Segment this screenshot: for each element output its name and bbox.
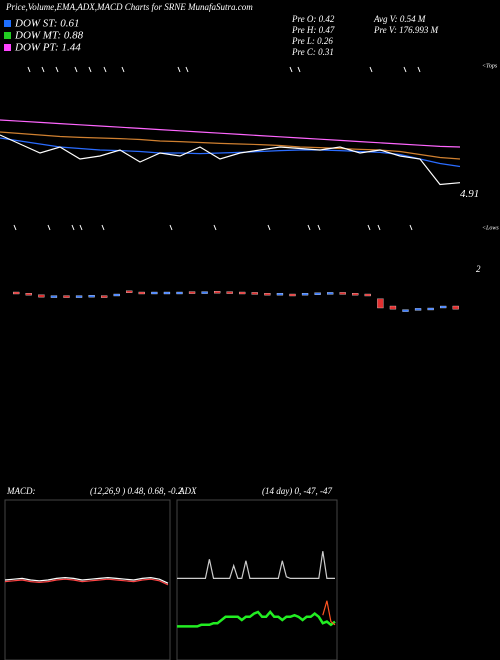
series-line (4, 576, 169, 584)
series-line (0, 137, 461, 168)
low-marker: <Lows (482, 225, 499, 231)
legend-label: DOW ST: 0.61 (14, 18, 79, 30)
series-line (322, 600, 336, 626)
candle-body (226, 291, 233, 294)
panel-subtitle: (14 day) 0, -47, -47 (262, 486, 332, 496)
series-line (0, 131, 461, 160)
y-tick-label: 2 (476, 264, 481, 274)
top-ticks (13, 66, 421, 231)
candle-body (13, 291, 20, 295)
candle-body (414, 308, 422, 311)
candle-body (276, 293, 284, 296)
legend-swatch (4, 20, 11, 27)
candle-body (151, 291, 158, 295)
series-line (177, 610, 336, 628)
candle-body (289, 293, 296, 297)
info: Pre O: 0.42 (291, 14, 335, 24)
panel-title: ADX (178, 486, 197, 496)
info: Pre L: 0.26 (291, 36, 333, 46)
candle-body (113, 293, 120, 297)
candle-body (452, 305, 459, 310)
candle-body (389, 305, 397, 310)
adx-frame (176, 499, 338, 660)
panel-title: MACD: (6, 486, 36, 496)
candle-body (251, 292, 258, 295)
candle-body (301, 293, 309, 296)
candle-body (101, 295, 108, 298)
candle-body (364, 293, 371, 297)
candle-body (239, 291, 246, 295)
candle-body (214, 291, 221, 294)
info: Pre H: 0.47 (291, 25, 335, 35)
candle-body (352, 293, 359, 296)
series-line (177, 551, 335, 579)
candle-body (38, 294, 45, 298)
candle-body (339, 292, 346, 295)
legend-swatch (4, 32, 11, 39)
candle-body (440, 305, 447, 309)
candle-body (264, 293, 271, 296)
candle-body (188, 291, 196, 294)
candle-body (314, 292, 321, 295)
candle-body (176, 291, 183, 295)
candle-body (377, 298, 384, 309)
candle-body (88, 295, 95, 298)
panel-subtitle: (12,26,9 ) 0.48, 0.68, -0.2 (90, 486, 183, 496)
info: Pre C: 0.31 (291, 47, 334, 57)
series-line (4, 578, 169, 586)
candle-body (163, 291, 171, 295)
candle-body (126, 290, 133, 293)
last-price: 4.91 (460, 188, 479, 200)
legend-label: DOW PT: 1.44 (14, 42, 81, 54)
volume-info: Avg V: 0.54 M (373, 14, 426, 24)
candle-body (427, 307, 434, 311)
legend-label: DOW MT: 0.88 (14, 30, 84, 42)
candle-body (75, 295, 83, 298)
top-marker: <Tops (482, 63, 498, 69)
series-line (0, 134, 461, 186)
candle-body (201, 291, 208, 294)
candle-body (138, 291, 145, 295)
volume-info: Pre V: 176.993 M (373, 25, 439, 35)
candle-body (50, 295, 58, 298)
legend-swatch (4, 44, 11, 51)
series-line (0, 119, 461, 148)
candle-body (327, 292, 334, 295)
candle-body (402, 309, 409, 312)
candle-body (63, 295, 70, 298)
candle-body (25, 293, 32, 296)
chart-title: Price,Volume,EMA,ADX,MACD Charts for SRN… (5, 2, 253, 12)
